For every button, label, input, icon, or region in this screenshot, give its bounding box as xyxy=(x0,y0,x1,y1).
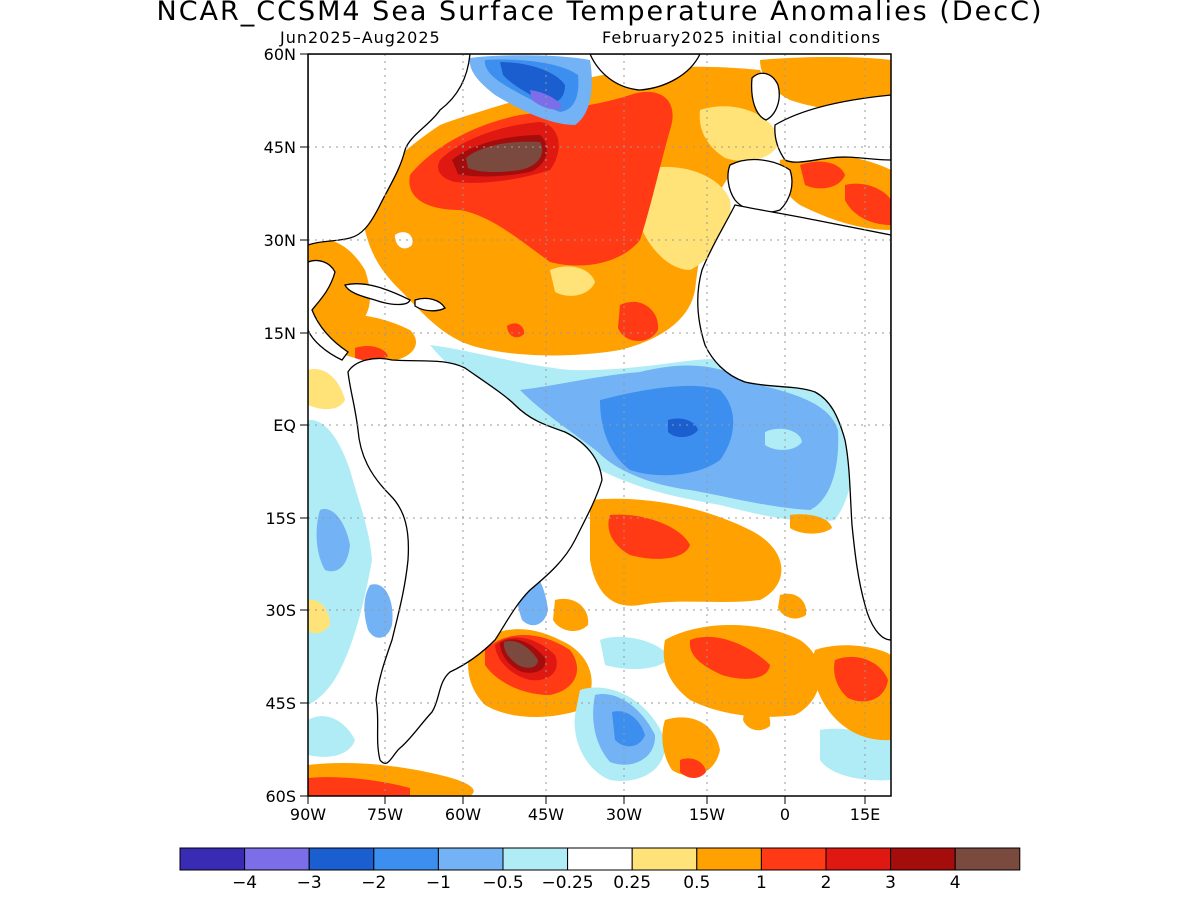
colorbar-label: 3 xyxy=(885,873,896,893)
anomaly-region xyxy=(553,598,589,632)
colorbar-label: −0.5 xyxy=(482,873,523,893)
anomaly-region xyxy=(507,323,525,338)
colorbar-swatch xyxy=(244,847,310,871)
africa-landmass xyxy=(697,204,891,641)
anomaly-region xyxy=(618,301,659,342)
cuba-landmass xyxy=(344,283,411,306)
anomaly-region xyxy=(500,62,565,103)
colorbar-label: 2 xyxy=(821,873,832,893)
anomaly-region xyxy=(689,636,770,679)
colorbar-swatch xyxy=(954,847,1021,871)
anomaly-region xyxy=(530,90,562,110)
greenland-landmass xyxy=(589,54,701,91)
anomaly-region xyxy=(743,703,771,731)
anomaly-field xyxy=(308,54,891,796)
lon-tick-label: 15W xyxy=(689,805,725,824)
lat-tick-label: 45N xyxy=(264,138,296,157)
anomaly-region xyxy=(308,777,410,796)
lat-tick-label: 15N xyxy=(264,324,296,343)
colorbar-label: −0.25 xyxy=(542,873,594,893)
lon-tick-label: 30W xyxy=(606,805,642,824)
colorbar-label: −4 xyxy=(232,873,257,893)
south-america-landmass xyxy=(347,357,603,764)
anomaly-region xyxy=(316,509,350,572)
colorbar-swatch xyxy=(760,847,827,871)
colorbar-swatch xyxy=(308,847,375,871)
lon-tick-label: 0 xyxy=(780,805,790,824)
lat-tick-label: 15S xyxy=(265,509,296,528)
anomaly-region xyxy=(790,514,832,534)
lat-axis: 60N 45N 30N 15N EQ 15S 30S 45S 60S xyxy=(264,45,308,806)
colorbar-swatch xyxy=(373,847,439,871)
colorbar-swatch xyxy=(631,847,698,871)
anomaly-region xyxy=(364,584,393,638)
colorbar-swatch xyxy=(437,847,504,871)
graticule xyxy=(308,54,891,796)
north-america-landmass xyxy=(308,54,471,246)
colorbar-label: 0.25 xyxy=(613,873,651,893)
anomaly-region xyxy=(608,514,690,559)
anomaly-region xyxy=(834,656,888,702)
colorbar-label: −1 xyxy=(426,873,451,893)
lat-tick-label: EQ xyxy=(273,416,296,435)
anomaly-region xyxy=(466,141,543,173)
colorbar-label: −2 xyxy=(361,873,386,893)
colorbar-label: 1 xyxy=(756,873,767,893)
anomaly-region xyxy=(308,369,345,410)
anomaly-region xyxy=(600,385,734,476)
lon-tick-label: 90W xyxy=(290,805,326,824)
lat-tick-label: 60N xyxy=(264,45,296,64)
central-america-landmass xyxy=(308,259,349,361)
lat-tick-label: 60S xyxy=(265,787,296,806)
anomaly-region xyxy=(845,183,891,225)
anomaly-region xyxy=(600,636,670,670)
anomaly-region xyxy=(355,345,388,361)
anomaly-region xyxy=(820,728,891,781)
anomaly-region xyxy=(800,161,845,189)
anomaly-region xyxy=(668,418,698,438)
colorbar-swatch xyxy=(825,847,892,871)
anomaly-region xyxy=(640,166,731,270)
anomaly-region xyxy=(760,57,891,112)
lon-tick-label: 15E xyxy=(850,805,880,824)
colorbar-swatch xyxy=(696,847,762,871)
anomaly-region xyxy=(699,106,780,161)
lat-tick-label: 45S xyxy=(265,694,296,713)
anomaly-region xyxy=(308,599,330,634)
europe-landmass xyxy=(774,94,891,163)
chart-title: NCAR_CCSM4 Sea Surface Temperature Anoma… xyxy=(156,0,1044,27)
lon-tick-label: 60W xyxy=(445,805,481,824)
lon-axis: 90W 75W 60W 45W 30W 15W 0 15E xyxy=(290,796,880,824)
anomaly-region xyxy=(765,428,802,450)
lat-tick-label: 30N xyxy=(264,231,296,250)
anomaly-region xyxy=(680,758,706,778)
colorbar-swatch xyxy=(179,847,246,871)
british-isles-landmass xyxy=(750,72,780,121)
colorbar-swatch xyxy=(567,847,633,871)
iberia-landmass xyxy=(727,158,793,213)
initial-conditions: February2025 initial conditions xyxy=(602,28,882,47)
anomaly-region xyxy=(395,232,413,249)
lon-tick-label: 75W xyxy=(367,805,403,824)
lon-tick-label: 45W xyxy=(528,805,564,824)
anomaly-region xyxy=(612,711,645,747)
colorbar-label: 0.5 xyxy=(683,873,710,893)
anomaly-region xyxy=(662,717,720,776)
colorbar-swatch xyxy=(502,847,569,871)
colorbar-label: −3 xyxy=(297,873,322,893)
colorbar: −4 −3 −2 −1 −0.5 −0.25 0.25 0.5 1 2 3 4 xyxy=(179,847,1021,893)
anomaly-region xyxy=(778,593,807,619)
colorbar-swatch xyxy=(890,847,956,871)
colorbar-label: 4 xyxy=(950,873,961,893)
anomaly-region xyxy=(409,91,673,266)
anomaly-region xyxy=(503,640,538,668)
forecast-period: Jun2025–Aug2025 xyxy=(280,28,441,47)
hispaniola-landmass xyxy=(414,297,446,312)
anomaly-region xyxy=(308,716,355,757)
anomaly-region xyxy=(550,266,595,296)
lat-tick-label: 30S xyxy=(265,601,296,620)
